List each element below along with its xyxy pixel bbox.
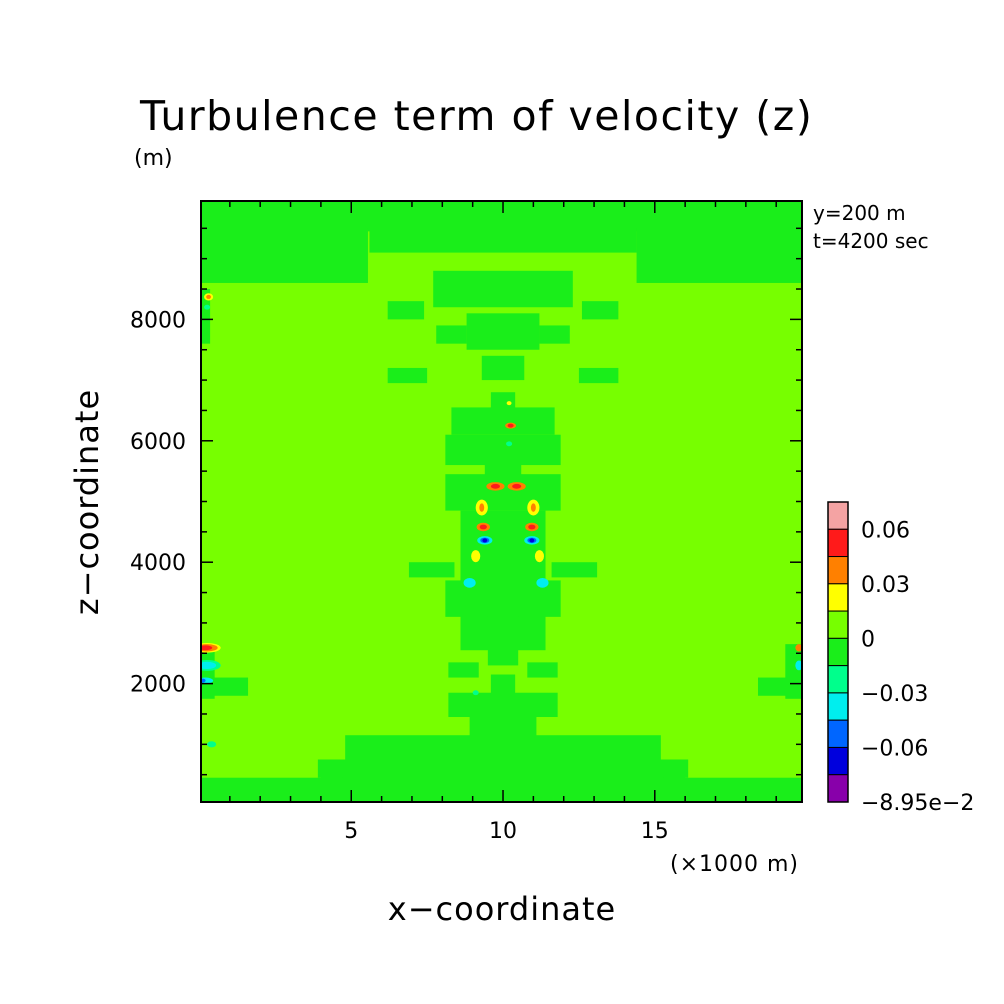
contour-patch xyxy=(387,367,428,384)
colorbar-label: −0.06 xyxy=(861,736,928,761)
contour-patch xyxy=(551,562,598,578)
contour-extremum xyxy=(204,304,211,310)
colorbar-swatch xyxy=(827,610,849,639)
colorbar-label: 0 xyxy=(861,627,875,652)
plot-area xyxy=(201,201,802,802)
contour-extremum xyxy=(479,503,485,512)
contour-extremum xyxy=(528,524,536,530)
contour-patch xyxy=(201,644,215,699)
y-tick-label: 8000 xyxy=(130,308,186,333)
contour-patch xyxy=(539,325,570,344)
contour-extremum xyxy=(530,503,536,512)
contour-extremum xyxy=(472,690,479,696)
contour-extremum xyxy=(529,538,535,543)
contour-patch xyxy=(527,662,558,678)
contour-patch xyxy=(451,407,555,435)
colorbar-swatch xyxy=(827,556,849,585)
x-tick-label: 5 xyxy=(344,819,358,844)
contour-patch xyxy=(466,313,540,350)
contour-patch xyxy=(369,228,637,253)
contour-patch xyxy=(201,289,211,344)
contour-extremum xyxy=(534,550,544,563)
colorbar-swatch xyxy=(827,746,849,776)
y-tick-labels: 2000 4000 6000 8000 xyxy=(130,308,186,697)
contour-patch xyxy=(448,692,558,718)
y-axis-label: z−coordinate xyxy=(68,389,106,615)
contour-patch xyxy=(663,759,689,778)
colorbar-label: 0.03 xyxy=(861,573,910,598)
contour-extremum xyxy=(201,661,217,670)
colorbar-swatch xyxy=(827,637,849,667)
contour-extremum xyxy=(479,524,487,530)
y-tick-label: 6000 xyxy=(130,430,186,455)
colorbar-swatch xyxy=(827,665,849,694)
contour-extremum xyxy=(490,483,500,489)
contour-extremum xyxy=(463,577,476,588)
contour-patch xyxy=(317,759,343,778)
contour-patch xyxy=(578,367,619,384)
contour-patch xyxy=(201,201,802,232)
colorbar-label: 0.06 xyxy=(861,518,910,543)
colorbar-labels: 0.06 0.03 0 −0.03 −0.06 −8.95e−2 xyxy=(861,518,974,816)
contour-patch xyxy=(436,325,467,344)
contour-patch xyxy=(445,474,561,511)
contour-extremum xyxy=(471,550,481,563)
colorbar-swatch xyxy=(827,583,849,612)
contour-extremum xyxy=(206,294,212,299)
colorbar-label: −0.03 xyxy=(861,682,928,707)
contour-extremum xyxy=(201,645,213,651)
annotation-y: y=200 m xyxy=(813,201,906,225)
contour-patch xyxy=(757,677,795,696)
axis-ticks xyxy=(201,201,802,802)
colorbar-swatch xyxy=(827,692,849,721)
contour-extrema xyxy=(201,293,802,748)
contour-patch xyxy=(445,434,561,466)
contour-extremum xyxy=(506,401,512,406)
x-unit-label: (×1000 m) xyxy=(670,852,799,877)
x-axis-label: x−coordinate xyxy=(388,890,616,928)
contour-extremum xyxy=(201,678,206,683)
x-tick-label: 10 xyxy=(489,819,517,844)
contour-patch xyxy=(201,228,368,283)
colorbar-swatch xyxy=(827,501,849,530)
contour-patch xyxy=(211,677,249,696)
y-tick-label: 2000 xyxy=(130,673,186,698)
contour-extremum xyxy=(506,441,513,447)
contour-patch xyxy=(490,392,516,411)
colorbar-swatch xyxy=(827,719,849,748)
contour-patch xyxy=(387,301,425,320)
x-tick-label: 15 xyxy=(641,819,669,844)
contour-patch xyxy=(481,355,525,381)
contour-extremum xyxy=(536,577,549,588)
contour-patch xyxy=(433,270,573,308)
x-tick-labels: 5 10 15 xyxy=(344,819,669,844)
contour-patch xyxy=(487,616,519,666)
colorbar-swatch xyxy=(827,774,849,803)
contour-extremum xyxy=(795,644,802,652)
colorbar-frame xyxy=(827,501,849,803)
contour-patch xyxy=(636,228,802,283)
chart-title: Turbulence term of velocity (z) xyxy=(139,92,813,140)
contour-patch xyxy=(469,717,537,739)
contour-extremum xyxy=(482,538,488,543)
contour-extremum xyxy=(512,483,522,489)
contour-extremum xyxy=(795,660,802,671)
contour-extremum xyxy=(507,423,514,428)
colorbar xyxy=(827,501,849,803)
colorbar-label: −8.95e−2 xyxy=(861,791,974,816)
contour-patch xyxy=(581,301,619,320)
contour-patch xyxy=(408,562,455,578)
annotation-t: t=4200 sec xyxy=(813,229,929,253)
contour-patch xyxy=(448,662,479,678)
contour-extremum xyxy=(207,741,217,748)
units-label: (m) xyxy=(134,146,173,171)
y-tick-label: 4000 xyxy=(130,551,186,576)
colorbar-swatch xyxy=(827,528,849,558)
contour-patch xyxy=(201,777,802,802)
